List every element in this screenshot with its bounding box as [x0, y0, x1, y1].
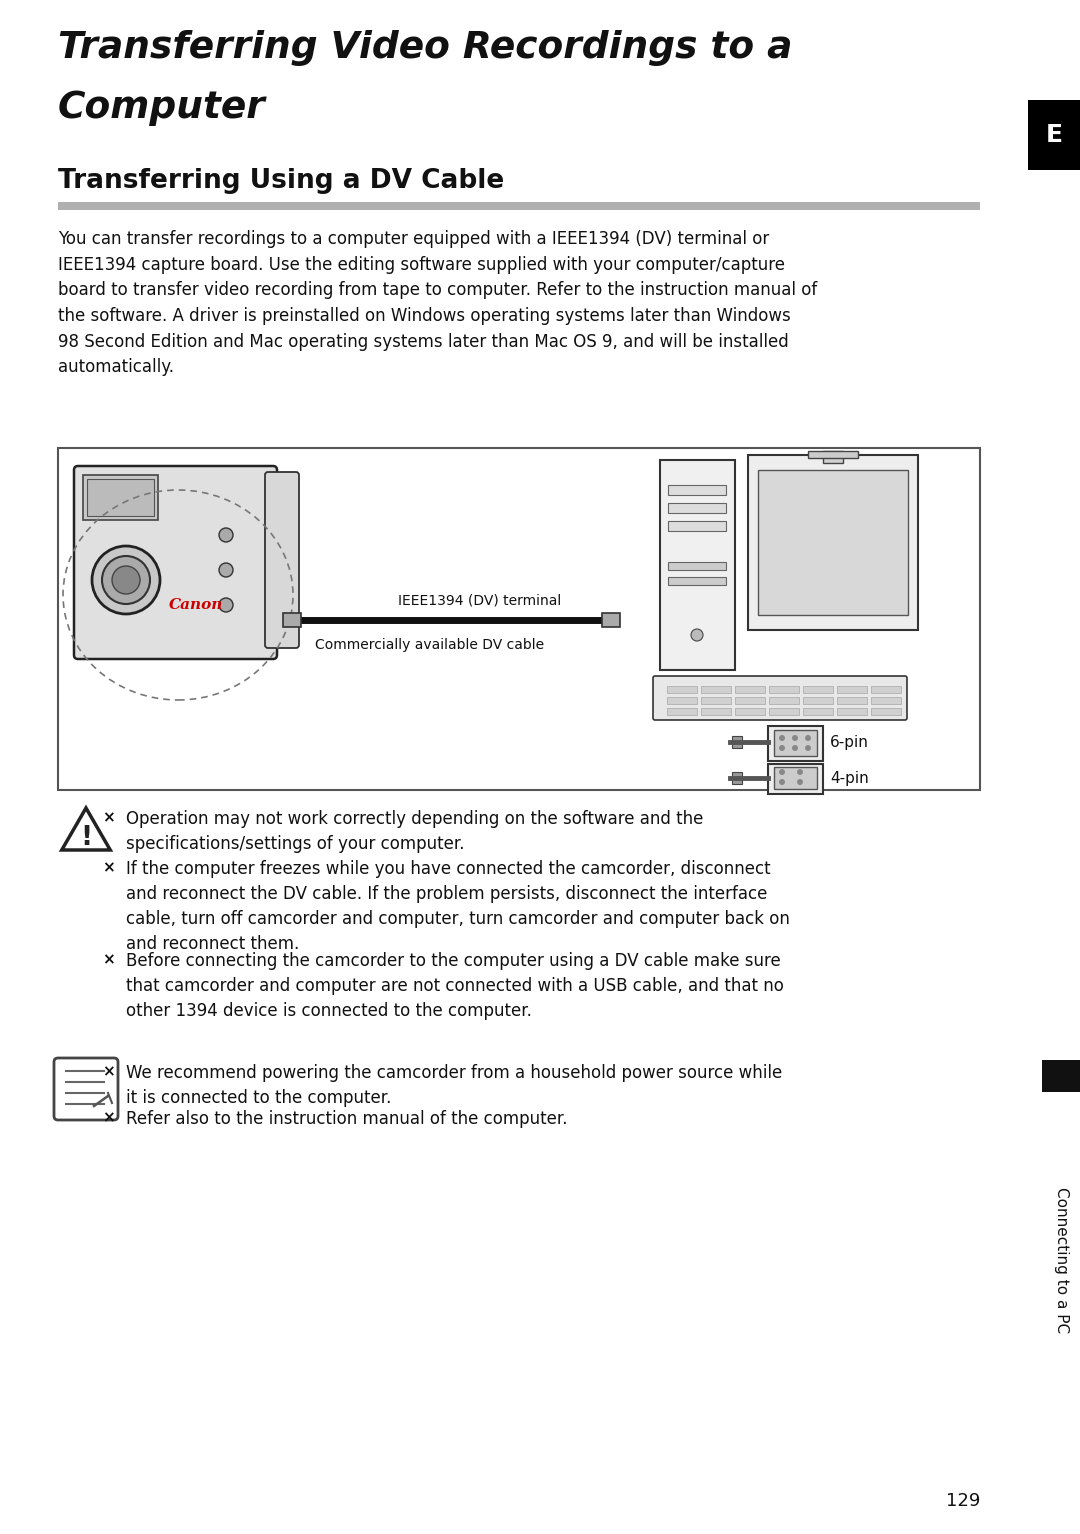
Text: Computer: Computer: [58, 91, 266, 126]
Bar: [669, 522, 726, 531]
Circle shape: [779, 746, 785, 752]
Bar: [808, 451, 858, 459]
Bar: [870, 686, 901, 693]
Text: You can transfer recordings to a computer equipped with a IEEE1394 (DV) terminal: You can transfer recordings to a compute…: [58, 230, 818, 376]
Bar: [732, 772, 742, 784]
Bar: [660, 460, 735, 670]
Bar: [701, 686, 731, 693]
Bar: [837, 686, 867, 693]
Bar: [768, 726, 823, 761]
Circle shape: [219, 528, 233, 542]
Bar: [870, 696, 901, 704]
Text: Canon: Canon: [168, 598, 224, 612]
Circle shape: [797, 779, 804, 785]
Text: E: E: [1045, 123, 1063, 147]
Bar: [58, 448, 980, 790]
Bar: [667, 686, 697, 693]
Bar: [669, 561, 726, 571]
Bar: [602, 614, 620, 627]
Text: Transferring Video Recordings to a: Transferring Video Recordings to a: [58, 31, 793, 66]
Text: ×: ×: [102, 861, 114, 874]
Text: 129: 129: [946, 1493, 980, 1509]
Text: If the computer freezes while you have connected the camcorder, disconnect
and r: If the computer freezes while you have c…: [126, 861, 789, 953]
Bar: [804, 686, 833, 693]
Bar: [87, 479, 154, 515]
Bar: [283, 614, 301, 627]
Text: We recommend powering the camcorder from a household power source while
it is co: We recommend powering the camcorder from…: [126, 1065, 782, 1108]
Bar: [732, 736, 742, 749]
Text: !: !: [80, 825, 92, 851]
Circle shape: [779, 769, 785, 775]
Circle shape: [219, 598, 233, 612]
FancyBboxPatch shape: [265, 472, 299, 647]
Circle shape: [797, 769, 804, 775]
Bar: [701, 696, 731, 704]
Text: IEEE1394 (DV) terminal: IEEE1394 (DV) terminal: [399, 594, 562, 607]
Bar: [669, 503, 726, 512]
Circle shape: [805, 746, 811, 752]
Circle shape: [805, 735, 811, 741]
Bar: [768, 764, 823, 795]
Bar: [667, 696, 697, 704]
Bar: [774, 767, 816, 788]
Text: ×: ×: [102, 1065, 114, 1078]
Bar: [1028, 100, 1080, 170]
Bar: [769, 709, 799, 715]
Text: Commercially available DV cable: Commercially available DV cable: [315, 638, 544, 652]
FancyBboxPatch shape: [653, 676, 907, 719]
Bar: [804, 696, 833, 704]
Text: ×: ×: [102, 810, 114, 825]
Circle shape: [112, 566, 140, 594]
Text: Before connecting the camcorder to the computer using a DV cable make sure
that : Before connecting the camcorder to the c…: [126, 953, 784, 1020]
Bar: [774, 730, 816, 756]
Text: Operation may not work correctly depending on the software and the
specification: Operation may not work correctly dependi…: [126, 810, 703, 853]
Circle shape: [102, 555, 150, 604]
Bar: [735, 696, 765, 704]
Text: Refer also to the instruction manual of the computer.: Refer also to the instruction manual of …: [126, 1111, 567, 1127]
Bar: [83, 476, 158, 520]
Bar: [669, 577, 726, 584]
Bar: [669, 485, 726, 495]
Circle shape: [92, 546, 160, 614]
Bar: [837, 709, 867, 715]
Bar: [735, 686, 765, 693]
Text: Transferring Using a DV Cable: Transferring Using a DV Cable: [58, 169, 504, 193]
Circle shape: [779, 779, 785, 785]
Bar: [701, 709, 731, 715]
Bar: [758, 469, 908, 615]
Bar: [870, 709, 901, 715]
Bar: [837, 696, 867, 704]
Bar: [667, 709, 697, 715]
Circle shape: [792, 746, 798, 752]
Bar: [748, 456, 918, 630]
Text: ×: ×: [102, 1111, 114, 1124]
Bar: [769, 686, 799, 693]
Bar: [823, 451, 843, 463]
Bar: [58, 202, 980, 210]
Circle shape: [691, 629, 703, 641]
Bar: [1042, 1060, 1080, 1092]
Text: 4-pin: 4-pin: [831, 772, 868, 787]
FancyBboxPatch shape: [54, 1058, 118, 1120]
Bar: [804, 709, 833, 715]
Circle shape: [792, 735, 798, 741]
Text: ×: ×: [102, 953, 114, 966]
Bar: [735, 709, 765, 715]
Text: Connecting to a PC: Connecting to a PC: [1053, 1187, 1068, 1333]
FancyBboxPatch shape: [75, 466, 276, 660]
Bar: [769, 696, 799, 704]
Circle shape: [219, 563, 233, 577]
Circle shape: [779, 735, 785, 741]
Text: 6-pin: 6-pin: [831, 735, 869, 750]
